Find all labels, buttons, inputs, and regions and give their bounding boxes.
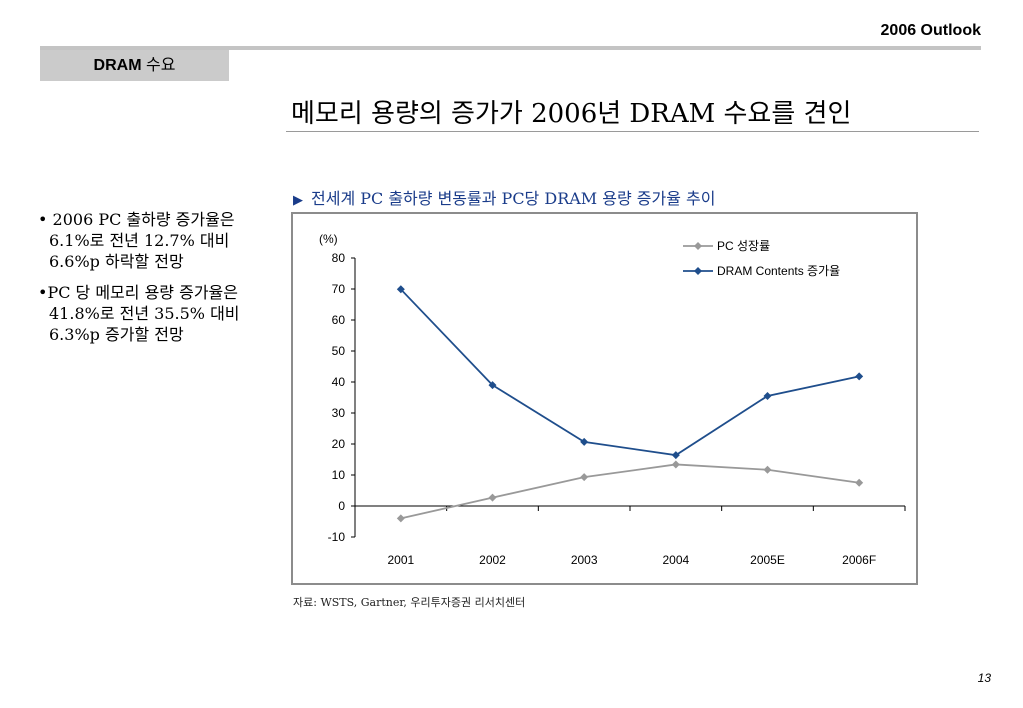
section-tab: DRAM 수요 xyxy=(40,50,229,81)
data-point xyxy=(671,460,680,469)
data-point xyxy=(488,381,497,390)
x-tick-label: 2003 xyxy=(571,553,598,567)
data-point xyxy=(763,465,772,474)
x-tick-label: 2005E xyxy=(750,553,785,567)
line-chart: -10 0 10 20 30 40 50 60 70 80 (%) 2001 2002 2003 2004 2… xyxy=(319,232,906,567)
bullet-marker: • xyxy=(38,210,48,229)
series-line xyxy=(400,463,860,520)
chart-caption-text: 전세계 PC 출하량 변동률과 PC당 DRAM 용량 증가율 추이 xyxy=(311,189,716,208)
y-tick-label: 50 xyxy=(332,344,346,358)
outlook-label: 2006 Outlook xyxy=(880,22,981,39)
top-divider xyxy=(40,46,981,50)
chart-frame: -10 0 10 20 30 40 50 60 70 80 (%) 2001 2002 2003 2004 2… xyxy=(291,212,918,585)
bullet-list: • 2006 PC 출하량 증가율은 6.1%로 전년 12.7% 대비 6.6… xyxy=(38,209,278,355)
page-title: 메모리 용량의 증가가 2006년 DRAM 수요를 견인 xyxy=(291,99,852,129)
section-tab-bold: DRAM xyxy=(93,57,142,74)
data-point xyxy=(488,493,497,502)
data-point xyxy=(671,451,680,460)
legend-marker xyxy=(694,267,702,275)
y-tick-label: 70 xyxy=(332,282,346,296)
bullet-item: • 2006 PC 출하량 증가율은 6.1%로 전년 12.7% 대비 6.6… xyxy=(38,209,278,272)
title-divider xyxy=(286,131,979,132)
series-line xyxy=(400,288,860,457)
data-point xyxy=(580,473,589,482)
y-tick-label: 80 xyxy=(332,251,346,265)
bullet-text: 2006 PC 출하량 증가율은 6.1%로 전년 12.7% 대비 6.6%p… xyxy=(49,210,235,271)
page-number: 13 xyxy=(977,671,991,685)
bullet-item: •PC 당 메모리 용량 증가율은 41.8%로 전년 35.5% 대비 6.3… xyxy=(38,282,278,345)
triangle-right-icon: ▶ xyxy=(293,193,303,208)
legend-label: PC 성장률 xyxy=(717,239,770,253)
y-tick-label: 30 xyxy=(332,406,346,420)
section-tab-rest: 수요 xyxy=(146,57,176,74)
legend-label: DRAM Contents 증가율 xyxy=(717,264,840,278)
y-tick-label: 0 xyxy=(338,499,345,513)
data-point xyxy=(763,391,772,400)
x-tick-label: 2006F xyxy=(842,553,876,567)
legend-marker xyxy=(694,242,702,250)
y-tick-label: 20 xyxy=(332,437,346,451)
chart-caption: ▶ 전세계 PC 출하량 변동률과 PC당 DRAM 용량 증가율 추이 xyxy=(293,185,715,209)
y-axis-label: (%) xyxy=(319,232,338,246)
x-tick-label: 2004 xyxy=(662,553,689,567)
bullet-marker: • xyxy=(38,283,48,302)
y-tick-label: 10 xyxy=(332,468,346,482)
x-tick-label: 2001 xyxy=(387,553,414,567)
data-point xyxy=(396,285,405,294)
data-point xyxy=(396,514,405,523)
y-tick-label: 40 xyxy=(332,375,346,389)
y-tick-label: -10 xyxy=(328,530,346,544)
x-tick-label: 2002 xyxy=(479,553,506,567)
source-note: 자료: WSTS, Gartner, 우리투자증권 리서치센터 xyxy=(293,596,526,609)
data-point xyxy=(855,478,864,487)
data-point xyxy=(855,372,864,381)
data-point xyxy=(580,437,589,446)
y-tick-label: 60 xyxy=(332,313,346,327)
bullet-text: PC 당 메모리 용량 증가율은 41.8%로 전년 35.5% 대비 6.3%… xyxy=(47,283,240,344)
